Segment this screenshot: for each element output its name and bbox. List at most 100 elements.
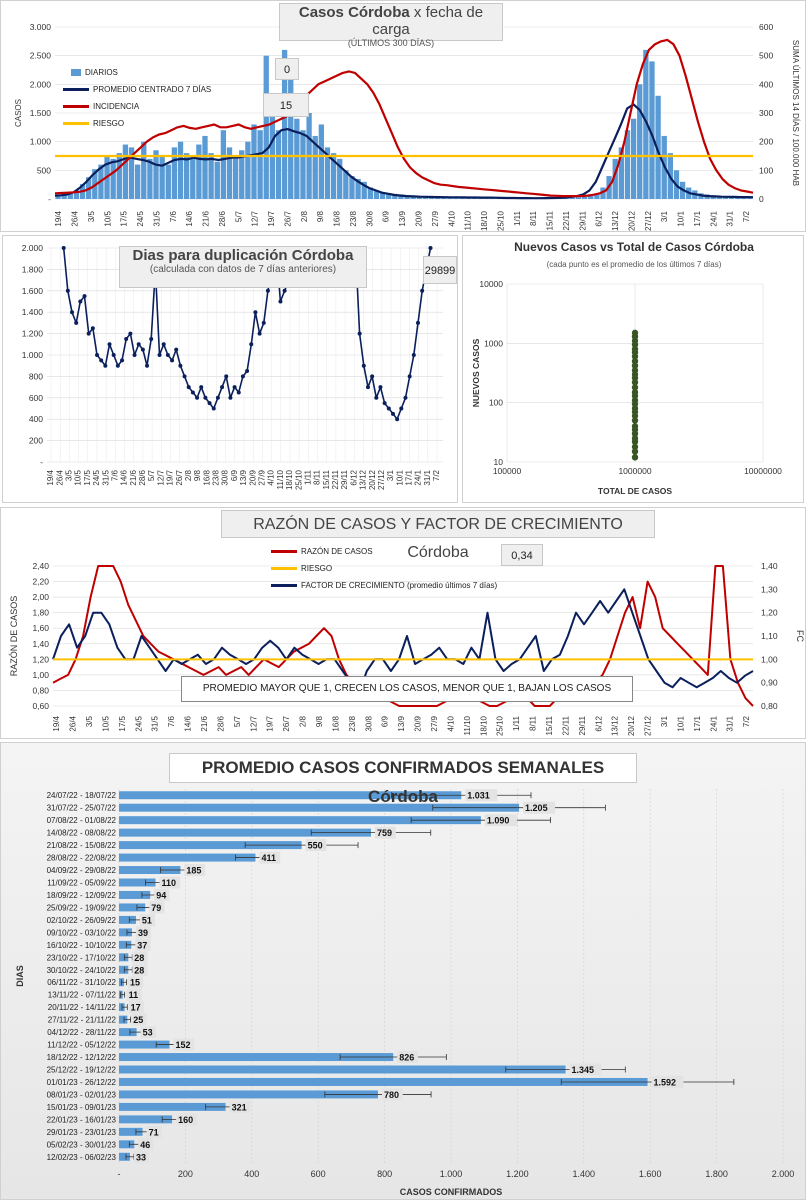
chart2-point [132,353,137,357]
chart4-xtick: 5/7 [233,715,242,727]
chart2-xtick: 31/5 [101,469,110,485]
chart2-point [78,299,83,304]
chart5-category-label: 07/08/22 - 01/08/22 [47,816,117,825]
chart5-data-label: 79 [151,903,161,913]
chart5-data-label: 826 [399,1053,414,1063]
chart5-data-label: 39 [138,928,148,938]
chart4-y2label: FC [795,630,805,642]
chart2-point [261,320,266,325]
chart1-daily-bar [600,187,606,199]
chart1-daily-bar [355,178,361,199]
chart2-point [370,374,375,379]
chart2-point [182,374,187,379]
chart2-xtick: 17/1 [405,469,414,485]
chart5-category-label: 11/12/22 - 05/12/22 [47,1041,116,1050]
chart5-category-label: 06/11/22 - 31/10/22 [47,978,116,987]
chart2-point [190,390,195,395]
chart5-data-label-bg [139,913,156,926]
chart2-xtick: 10/5 [74,469,83,485]
chart2-point [186,385,191,390]
chart5-bar [119,940,132,949]
chart1-daily-bar [594,193,600,199]
chart2-xtick: 24/5 [92,469,101,485]
chart5-data-label: 185 [186,866,201,876]
chart1-xtick: 13/12 [611,210,620,231]
chart4-y2tick: 1,10 [761,631,778,641]
chart1-daily-bar [147,158,153,199]
chart2-point [240,374,245,379]
chart5-title: PROMEDIO CASOS CONFIRMADOS SEMANALES Cór… [201,758,605,806]
chart3-point [631,435,639,442]
chart5-data-label-bg [126,988,142,1001]
chart5-data-label: 37 [137,940,147,950]
chart4-xtick: 22/11 [561,715,570,735]
chart5-data-label-bg [569,1063,602,1076]
chart2-point [403,395,408,400]
chart1-daily-bar [153,150,159,199]
chart4-xtick: 7/2 [742,715,751,727]
chart4-xtick: 27/9 [430,715,439,731]
chart5-data-label-bg [484,814,517,827]
chart5-data-label-bg [229,1100,251,1113]
chart5-xtick: 200 [178,1169,193,1179]
chart2-point [428,246,433,250]
chart3-ylabel: NUEVOS CASOS [471,338,481,407]
chart1-xtick: 7/2 [742,210,751,222]
chart5-data-label: 28 [134,965,144,975]
chart2-point [195,395,200,400]
chart1-daily-bar [128,147,135,199]
chart4-xtick: 10/1 [676,715,685,731]
chart1-daily-bar [728,196,735,199]
chart4-xtick: 24/5 [134,715,143,731]
chart5-data-label-bg [173,1038,195,1051]
chart2-point [378,385,383,390]
chart4-xtick: 13/12 [611,715,620,736]
chart1-ytick: 1.500 [30,108,52,118]
chart3-point [631,389,639,396]
chart4-ytick: 0,80 [32,685,49,695]
chart4-xtick: 26/7 [282,715,291,731]
chart5-title-box: PROMEDIO CASOS CONFIRMADOS SEMANALES Cór… [169,753,637,806]
chart4-xtick: 7/6 [167,715,176,727]
chart3-point [631,443,639,451]
chart1-daily-bar [134,164,141,199]
chart4-xtick: 4/10 [446,715,455,731]
chart2-point [415,320,420,325]
chart4-xtick: 16/8 [331,715,340,731]
chart2-xtick: 22/11 [331,469,340,489]
chart5-bar [119,1127,143,1136]
chart4-y2tick: 1,30 [761,584,778,594]
chart2-point [395,417,400,422]
chart2-point [411,353,416,357]
chart1-daily-bar [575,197,582,199]
chart1-xtick: 26/4 [70,210,79,226]
chart4-xtick: 6/12 [594,715,603,731]
chart2-point [199,385,204,390]
chart4-xtick: 19/4 [52,715,61,731]
chart4-note: PROMEDIO MAYOR QUE 1, CRECEN LOS CASOS, … [181,676,633,702]
chart1-daily-bar [379,192,386,199]
chart2-ytick: 1.400 [22,307,44,317]
chart1-xtick: 7/6 [169,210,178,222]
chart5-bar [119,1090,378,1099]
chart5-xtick: 1.600 [639,1169,662,1179]
chart4-xtick: 30/8 [364,715,373,731]
chart2-ytick: 1.200 [22,329,44,339]
chart2-point [70,310,75,315]
chart1-xtick: 31/1 [726,210,735,226]
chart4-ytick: 2,00 [32,592,49,602]
chart1-legend: DIARIOS PROMEDIO CENTRADO 7 DÍAS INCIDEN… [63,64,211,132]
chart4-xtick: 13/9 [397,715,406,731]
chart2-point [157,353,162,357]
chart3-point [631,423,639,430]
chart2-xtick: 8/11 [313,469,322,485]
chart5-category-label: 04/09/22 - 29/08/22 [47,866,117,875]
chart1-daily-bar [569,197,576,199]
chart5-bar [119,878,156,887]
chart5-data-label-bg [133,1150,150,1163]
chart5-category-label: 14/08/22 - 08/08/22 [47,829,117,838]
chart4-xtick: 25/10 [496,715,505,736]
chart2-ytick: - [40,457,43,467]
chart5-data-label: 25 [133,1015,143,1025]
chart1-ytick: 500 [37,165,51,175]
